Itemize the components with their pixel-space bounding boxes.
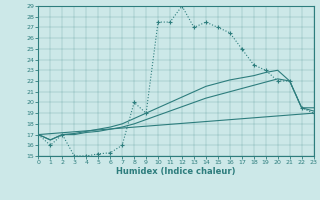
X-axis label: Humidex (Indice chaleur): Humidex (Indice chaleur) xyxy=(116,167,236,176)
